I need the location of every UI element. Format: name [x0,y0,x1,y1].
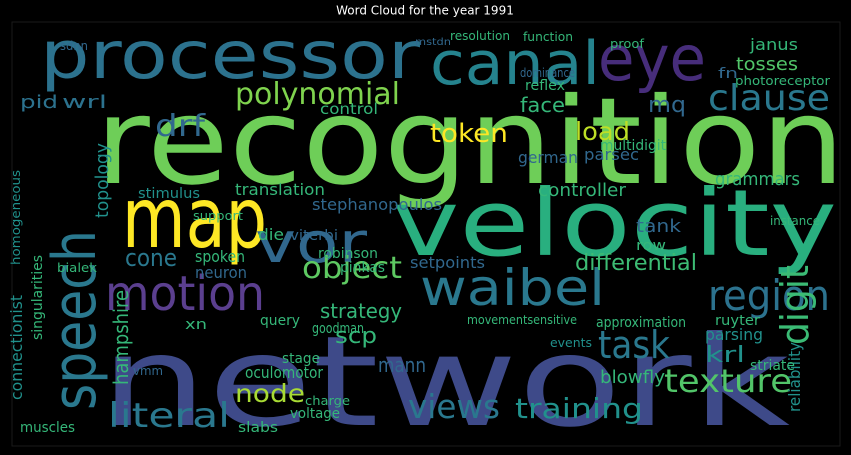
word: voltage [290,406,340,422]
word: fn [718,66,738,82]
word: instance [770,214,820,228]
word: controller [538,180,627,201]
word: mstdn [415,37,451,48]
word: training [515,392,643,425]
word: charge [305,394,350,408]
word: setpoints [410,253,485,272]
word: reflex [525,78,565,94]
word: striate [750,358,795,374]
word: neuron [195,263,247,282]
word: differential [575,251,697,276]
word: bialek [57,261,97,275]
word: reliability [785,342,804,412]
word: viterbi [290,228,338,244]
word: clause [708,78,830,119]
word: hampshire [109,290,133,385]
cloud-area [11,21,841,447]
word: movementsensitive [467,313,577,327]
word: digit [773,265,817,345]
word: slabs [238,420,278,436]
word: speech [40,230,110,410]
word: load [575,117,630,146]
word: xn [185,317,207,333]
word: face [520,93,565,117]
word: velocity [392,170,837,277]
word: literal [108,396,230,436]
word: tosses [736,54,798,75]
word: eye [598,22,706,95]
word: vor [255,211,368,276]
word: function [523,30,573,44]
word: stimulus [138,186,200,202]
word: janus [749,35,798,54]
word: die [258,225,284,244]
word: mann [378,353,426,377]
word: processor [40,17,421,94]
word: cone [125,244,177,272]
word: motion [105,266,265,322]
word: scp [335,324,377,349]
word: homogeneous [9,170,23,265]
word: texture [664,362,792,400]
word: stephanopoulos [312,195,442,214]
word: canal [430,29,600,99]
word: pinkas [340,260,385,276]
word: waibel [420,259,605,317]
word: views [408,387,500,426]
word: node [235,379,305,408]
word: mq [648,93,686,118]
word: row [636,238,666,254]
word: drf [155,109,207,144]
word: spoken [195,247,245,266]
word: proof [610,37,645,51]
word: recognition [95,73,845,212]
word: approximation [596,315,686,331]
word: support [193,209,243,223]
word: translation [235,180,325,199]
word: control [320,100,378,118]
word: token [430,119,508,149]
word: task [598,323,670,367]
word: photoreceptor [735,74,830,88]
word: object [302,251,402,286]
word: topology [92,143,113,218]
word: wrl [62,92,107,113]
word: oculomotor [245,363,323,382]
word: resolution [450,29,510,43]
word: ruyter [715,313,760,329]
word: parsing [705,325,763,344]
word: map [122,169,267,267]
word: tank [636,216,682,237]
word: network [100,310,791,455]
word: sdnn [60,39,88,53]
word: multidigit [600,138,666,154]
word: muscles [20,420,75,436]
word: singularities [30,255,46,340]
word: blowfly [600,367,665,388]
word: vmm [133,364,163,378]
word: dominance [520,66,575,80]
word: krl [705,343,745,368]
word: events [550,336,592,350]
word: robinson [318,246,378,262]
word: parsec [584,145,639,164]
word: polynomial [235,77,400,112]
word: query [260,313,300,329]
word: grammars [715,169,800,190]
word: goodman [312,321,364,337]
word: region [708,271,830,320]
word: strategy [320,299,402,323]
word: german [518,148,578,167]
word: connectionist [7,295,26,400]
word: pid [20,92,58,113]
word: stage [282,351,320,367]
title: Word Cloud for the year 1991 [336,4,514,18]
